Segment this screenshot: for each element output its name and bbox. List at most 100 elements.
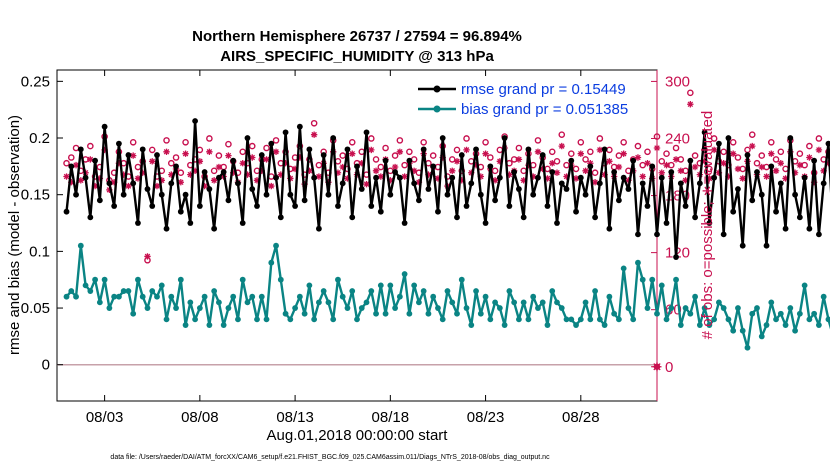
bias-point — [454, 310, 460, 317]
rmse-point — [182, 191, 189, 198]
bias-point — [396, 293, 403, 300]
bias-point — [535, 305, 541, 311]
obs-evaluated-point — [506, 171, 513, 178]
rmse-point — [516, 186, 522, 192]
rmse-point — [268, 140, 275, 147]
rmse-point — [311, 174, 318, 181]
bias-point — [130, 310, 137, 317]
obs-evaluated-point — [206, 148, 213, 155]
bias-point — [63, 293, 70, 300]
x-tick-label: 08/08 — [181, 409, 219, 426]
obs-evaluated-point — [449, 167, 456, 175]
obs-evaluated-point — [77, 177, 85, 184]
bias-point — [216, 299, 222, 306]
y-tick-label: 0.15 — [21, 187, 50, 204]
obs-evaluated-point — [820, 167, 827, 175]
rmse-point — [220, 169, 227, 175]
bias-point — [754, 305, 760, 311]
bias-point — [168, 293, 175, 300]
obs-possible-point — [377, 163, 385, 171]
bias-point — [82, 282, 89, 289]
obs-possible-point — [582, 156, 589, 163]
obs-possible-point — [634, 142, 642, 150]
obs-evaluated-point — [187, 171, 194, 178]
obs-possible-point — [596, 135, 604, 142]
bias-point — [325, 299, 332, 306]
obs-evaluated-point — [268, 182, 275, 190]
bias-point — [420, 288, 427, 294]
chart-title-line2: AIRS_SPECIFIC_HUMIDITY @ 313 hPa — [220, 48, 494, 65]
bias-point — [458, 276, 465, 283]
bias-point — [477, 310, 484, 317]
rmse-point — [716, 140, 722, 147]
rmse-point — [544, 203, 551, 209]
obs-evaluated-point — [758, 163, 765, 171]
obs-evaluated-point — [72, 161, 80, 169]
bias-point — [549, 288, 556, 294]
bias-point — [416, 299, 422, 306]
obs-evaluated-point — [763, 173, 770, 180]
rmse-point — [644, 203, 651, 209]
obs-possible-point — [815, 135, 823, 142]
rmse-point — [411, 180, 418, 187]
obs-evaluated-point — [439, 154, 446, 161]
obs-possible-point — [753, 159, 761, 167]
obs-possible-point — [710, 135, 718, 142]
rmse-point — [558, 180, 565, 187]
rmse-point — [754, 169, 760, 175]
bias-point — [311, 316, 318, 323]
bias-point — [487, 316, 494, 323]
bias-point — [463, 305, 470, 311]
obs-possible-point — [482, 138, 489, 146]
x-axis-ticks: 08/03 08/08 08/13 08/18 08/23 08/28 — [86, 70, 600, 426]
rmse-point — [158, 191, 165, 198]
bias-point — [816, 322, 822, 328]
y-tick-label: 0.2 — [29, 130, 50, 147]
bias-point — [706, 322, 713, 328]
rmse-point — [235, 180, 241, 187]
obs-evaluated-point — [768, 150, 775, 157]
rmse-point — [106, 180, 113, 187]
obs-evaluated-point — [749, 142, 756, 150]
rmse-point — [539, 152, 546, 158]
bias-point — [220, 322, 227, 328]
rmse-point — [787, 135, 794, 141]
bias-point — [701, 305, 708, 311]
obs-evaluated-point — [482, 150, 489, 157]
obs-possible-point — [210, 167, 218, 175]
rmse-point — [706, 220, 713, 226]
obs-possible-point — [567, 150, 575, 158]
obs-possible-point — [796, 150, 804, 158]
obs-evaluated-point — [315, 173, 323, 180]
obs-possible-point — [663, 150, 670, 158]
legend: rmse grand pr = 0.15449 bias grand pr = … — [418, 81, 628, 118]
obs-evaluated-point — [539, 165, 546, 173]
bias-point — [349, 288, 356, 294]
obs-evaluated-point — [310, 131, 318, 138]
obs-possible-point — [396, 137, 404, 144]
rmse-point — [792, 191, 798, 198]
rmse-point — [330, 135, 337, 141]
y-tick-label: 0.1 — [29, 243, 50, 260]
rmse-point — [592, 214, 598, 221]
obs-evaluated-point — [534, 148, 542, 155]
obs-evaluated-point — [601, 171, 608, 178]
obs-possible-point — [658, 158, 666, 165]
bias-point — [606, 293, 613, 300]
obs-possible-point — [263, 144, 270, 152]
rmse-point — [177, 208, 184, 215]
obs-evaluated-point — [287, 175, 294, 182]
rmse-point — [568, 157, 575, 164]
obs-possible-point — [453, 146, 461, 154]
obs-evaluated-point — [658, 169, 665, 176]
rmse-point — [273, 174, 279, 181]
x-tick-label: 08/28 — [562, 409, 600, 426]
rmse-point — [144, 186, 151, 192]
rmse-point — [206, 186, 213, 192]
obs-evaluated-point — [387, 177, 394, 184]
rmse-point — [173, 163, 179, 170]
bias-point — [496, 305, 503, 311]
obs-evaluated-point — [87, 156, 94, 163]
obs-evaluated-point — [368, 146, 375, 154]
bias-point — [625, 305, 632, 311]
